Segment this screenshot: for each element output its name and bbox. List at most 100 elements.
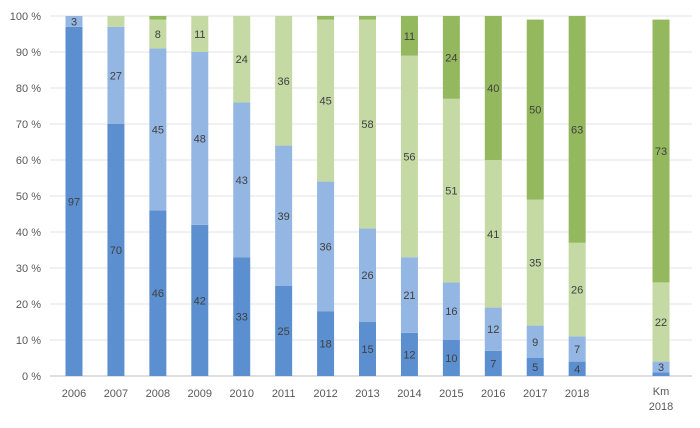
bar-segment (149, 16, 167, 20)
data-label: 27 (110, 70, 122, 82)
data-label: 10 (445, 353, 457, 365)
y-tick-label: 40 % (16, 227, 41, 239)
data-label: 9 (532, 337, 538, 349)
data-label: 12 (403, 349, 415, 361)
data-label: 48 (194, 133, 206, 145)
bar-segment (568, 336, 586, 362)
bar-stacks (65, 16, 670, 377)
data-label: 45 (319, 96, 331, 108)
x-tick-label: 2015 (439, 388, 463, 400)
bar-segment (484, 160, 502, 308)
y-tick-label: 50 % (16, 191, 41, 203)
bar-segment (359, 19, 377, 229)
bar-segment (526, 358, 544, 376)
bar-segment (317, 311, 335, 376)
bar-segment (526, 19, 544, 200)
data-label: 7 (490, 358, 496, 370)
bar-segment (65, 16, 83, 27)
bar-segment (442, 98, 460, 283)
bar-segment (191, 16, 209, 52)
bar-segment (442, 16, 460, 99)
bar-segment (652, 361, 670, 373)
bar-segment (568, 16, 586, 243)
bar-segment (526, 199, 544, 326)
data-label: 21 (403, 290, 415, 302)
data-label: 70 (110, 245, 122, 257)
bar-segment (652, 19, 670, 283)
x-tick-label: 2010 (229, 388, 253, 400)
data-label: 39 (278, 211, 290, 223)
data-label: 40 (487, 83, 499, 95)
x-axis: 2006 2007 2008 2009 2010 2011 2012 2013 2014 2015… (62, 386, 674, 413)
data-label: 12 (487, 324, 499, 336)
x-tick-label: 2013 (355, 388, 379, 400)
bar-segment (568, 242, 586, 337)
bar-segment (359, 16, 377, 20)
data-label: 24 (236, 54, 248, 66)
bar-segment (149, 19, 167, 49)
bar-segment (359, 228, 377, 322)
y-tick-label: 60 % (16, 155, 41, 167)
bar-segment (484, 16, 502, 160)
x-tick-label: 2017 (523, 388, 547, 400)
data-label: 43 (236, 175, 248, 187)
bar-segment (107, 26, 125, 124)
bar-segment (526, 325, 544, 358)
data-label: 41 (487, 229, 499, 241)
x-tick-label: 2006 (62, 388, 86, 400)
x-tick-label: 2009 (188, 388, 212, 400)
bar-segment (191, 52, 209, 225)
bar-segment (359, 322, 377, 376)
data-label: 26 (571, 285, 583, 297)
data-label: 33 (236, 312, 248, 324)
bar-segment (275, 16, 293, 146)
bar-segment (275, 286, 293, 376)
x-tick-label: 2018 (649, 401, 673, 413)
bar-segment (652, 372, 670, 376)
data-label: 73 (655, 146, 667, 158)
data-label: 97 (68, 196, 80, 208)
data-label: 51 (445, 186, 457, 198)
bar-segment (568, 361, 586, 376)
data-label: 58 (361, 119, 373, 131)
y-tick-label: 10 % (16, 335, 41, 347)
bar-segment (107, 124, 125, 376)
x-tick-label: 2011 (272, 388, 296, 400)
y-tick-label: 100 % (10, 11, 41, 23)
data-labels: 9737027464584248113343242539361836451526… (68, 16, 667, 375)
data-label: 3 (71, 16, 77, 28)
data-label: 56 (403, 151, 415, 163)
x-tick-label: 2007 (104, 388, 128, 400)
y-tick-label: 30 % (16, 263, 41, 275)
data-label: 36 (319, 241, 331, 253)
data-label: 25 (278, 326, 290, 338)
y-axis: 0 % 10 % 20 % 30 % 40 % 50 % 60 % 70 % 80 % 90 % 1… (10, 11, 41, 383)
y-tick-label: 0 % (22, 371, 41, 383)
data-label: 42 (194, 295, 206, 307)
bar-segment (233, 102, 251, 258)
data-label: 36 (278, 76, 290, 88)
bar-segment (317, 19, 335, 182)
bar-segment (107, 16, 125, 27)
bar-segment (65, 26, 83, 377)
data-label: 3 (658, 362, 664, 374)
bar-segment (275, 145, 293, 286)
bar-segment (400, 16, 418, 56)
x-tick-label: Km (653, 386, 670, 398)
x-tick-label: 2008 (146, 388, 170, 400)
bar-segment (233, 16, 251, 103)
bar-segment (149, 48, 167, 211)
data-label: 46 (152, 288, 164, 300)
data-label: 26 (361, 270, 373, 282)
y-tick-label: 70 % (16, 119, 41, 131)
data-label: 15 (361, 344, 373, 356)
bar-segment (317, 16, 335, 20)
bar-segment (233, 257, 251, 376)
data-label: 5 (532, 362, 538, 374)
bar-segment (400, 332, 418, 376)
data-label: 8 (155, 29, 161, 41)
bar-segment (442, 340, 460, 376)
data-label: 45 (152, 124, 164, 136)
y-tick-label: 20 % (16, 299, 41, 311)
